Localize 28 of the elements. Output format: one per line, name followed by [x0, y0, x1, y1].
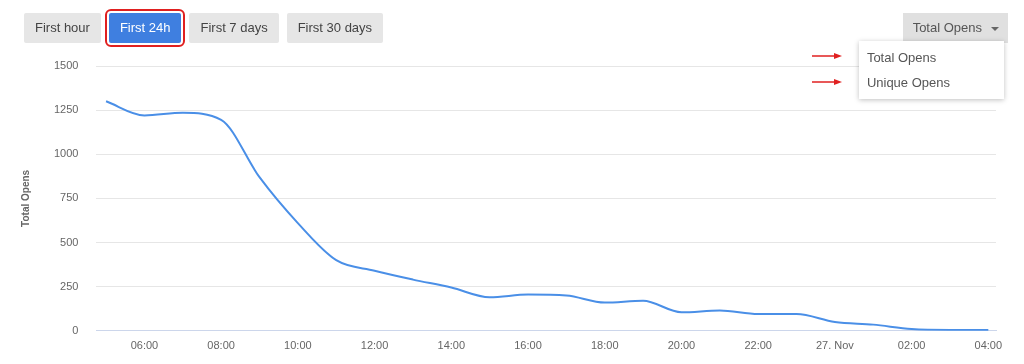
annotation: Unique Opens	[866, 74, 951, 92]
x-tick-label: 10:00	[284, 339, 312, 352]
text: Total Opens	[902, 13, 1008, 43]
y-tick-label: 0	[72, 323, 79, 336]
line-series	[105, 100, 990, 331]
y-tick-label: 1500	[53, 59, 79, 72]
text: First 24h	[108, 13, 182, 43]
x-tick-label: 06:00	[130, 339, 159, 352]
x-tick-label: 18:00	[590, 339, 619, 352]
x-tick-label: 16:00	[514, 339, 542, 352]
x-tick-label: 27. Nov	[815, 339, 855, 352]
y-tick-label: 1250	[53, 103, 79, 116]
x-tick-label: 14:00	[437, 339, 466, 352]
x-tick-label: 20:00	[667, 339, 696, 352]
y-tick-label: 750	[60, 191, 79, 204]
dropdown-menu: Total Opens Unique Opens	[858, 41, 1004, 99]
x-tick-label: 02:00	[897, 339, 926, 352]
x-tick-label: 08:00	[207, 339, 235, 352]
x-tick-label: 04:00	[974, 339, 1003, 352]
text: First hour	[24, 13, 101, 43]
x-tick-label: 12:00	[360, 339, 389, 352]
y-tick-label: 250	[60, 279, 79, 292]
y-tick-label: 500	[60, 235, 79, 248]
x-tick-label: 22:00	[744, 339, 772, 352]
text: First 30 days	[286, 13, 384, 43]
y-tick-label: 1000	[53, 147, 79, 160]
y-axis-title: Total Opens	[19, 169, 31, 227]
text: First 7 days	[189, 13, 279, 43]
